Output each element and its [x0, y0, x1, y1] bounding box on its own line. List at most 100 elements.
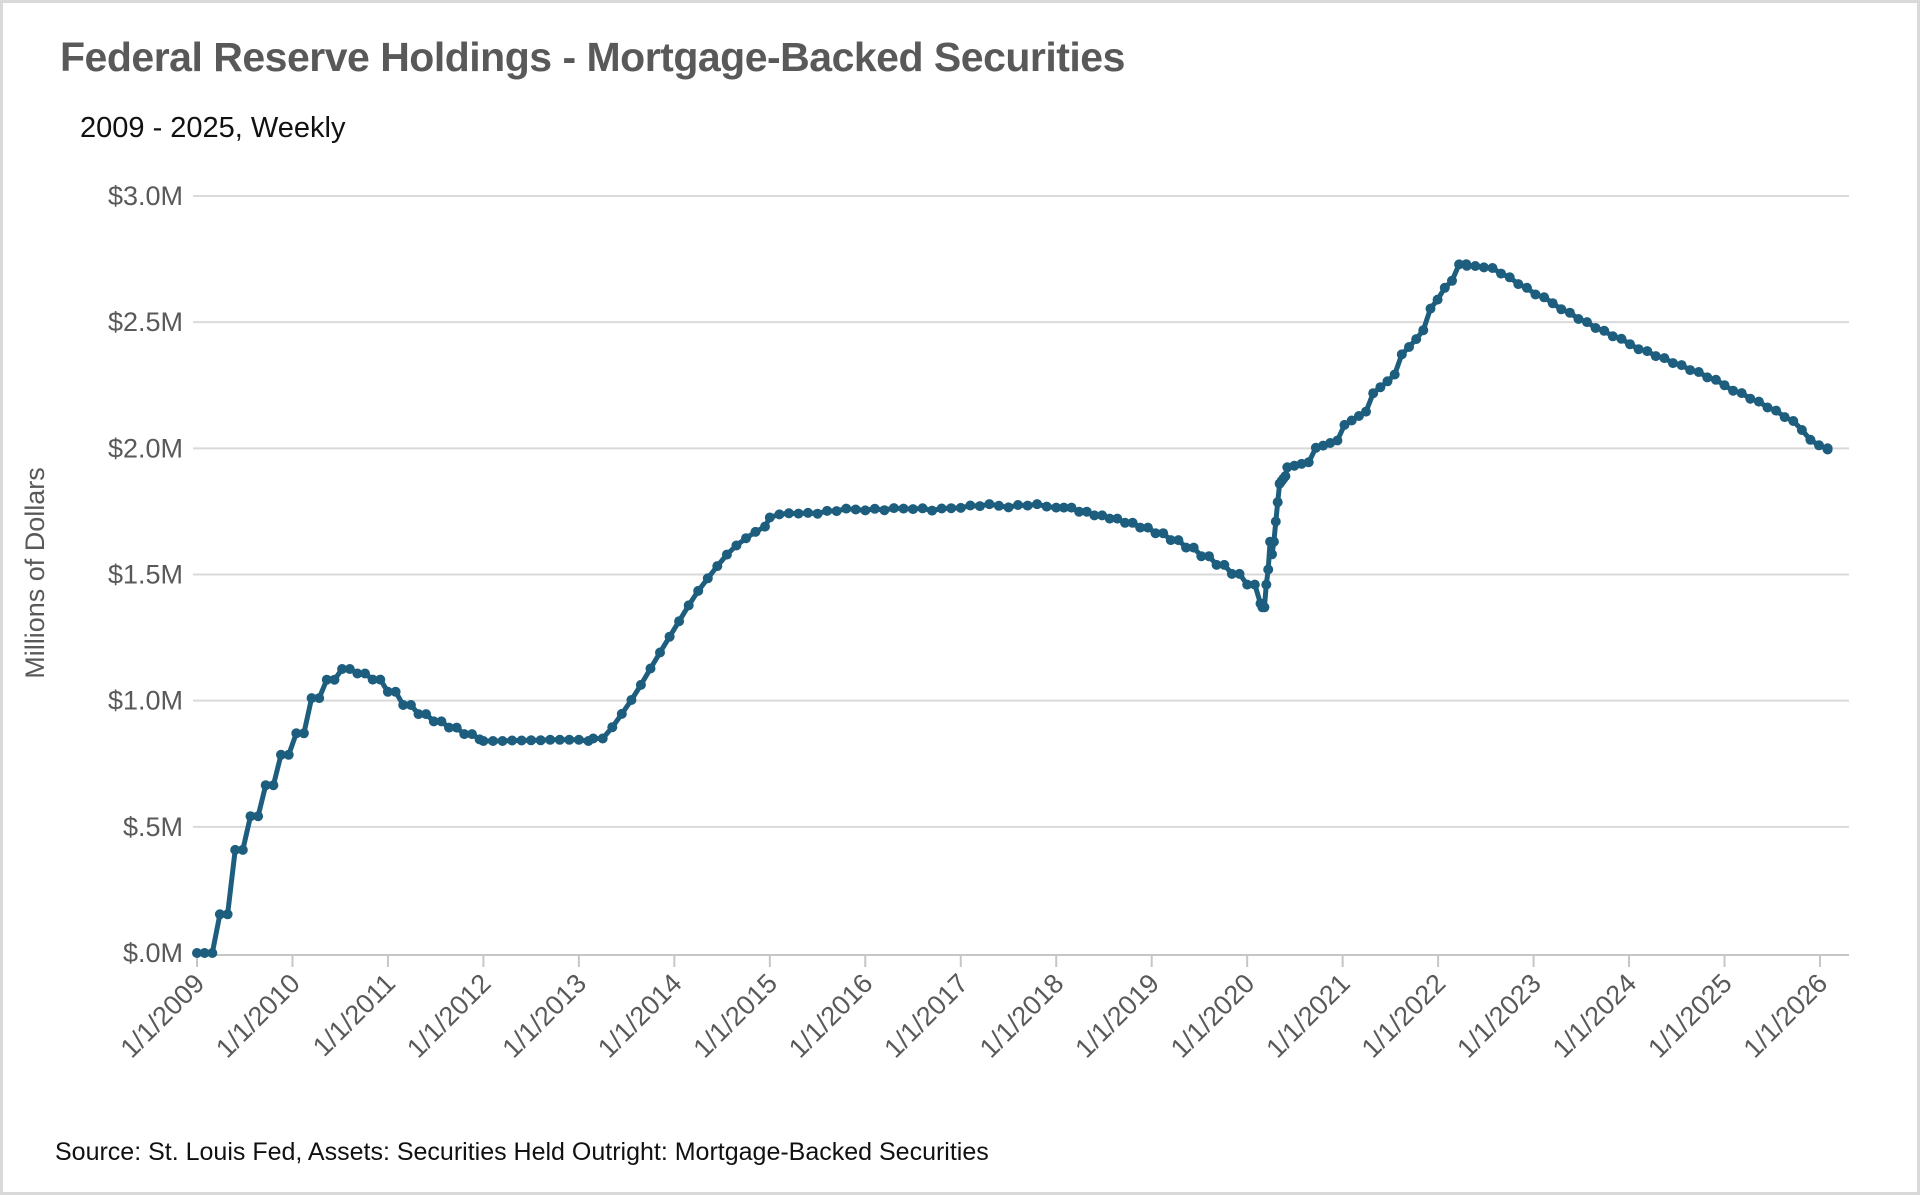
- data-series: [192, 259, 1833, 958]
- data-point-marker: [390, 686, 401, 697]
- data-point-marker: [1165, 535, 1176, 546]
- data-point-marker: [712, 561, 723, 572]
- data-point-marker: [467, 729, 477, 740]
- data-point-marker: [750, 526, 761, 537]
- data-point-marker: [1745, 393, 1756, 404]
- data-point-marker: [245, 811, 256, 822]
- data-point-marker: [1396, 349, 1407, 360]
- data-point-marker: [1454, 259, 1465, 270]
- data-point-marker: [382, 686, 393, 697]
- data-point-marker: [1173, 535, 1184, 546]
- data-point-marker: [616, 708, 627, 719]
- x-tick-label: 1/1/2015: [688, 968, 784, 1064]
- data-point-marker: [1616, 333, 1627, 344]
- data-point-marker: [337, 664, 348, 674]
- data-point-marker: [984, 499, 995, 510]
- data-point-marker: [760, 521, 770, 532]
- data-point-marker: [413, 709, 424, 720]
- data-point-marker: [1104, 513, 1115, 524]
- data-point-marker: [1196, 551, 1207, 562]
- data-point-marker: [428, 716, 439, 727]
- data-point-marker: [1590, 323, 1601, 333]
- data-point-marker: [1268, 536, 1279, 547]
- data-point-marker: [1710, 374, 1721, 385]
- data-point-marker: [1496, 268, 1507, 279]
- data-point-marker: [1234, 568, 1245, 579]
- data-point-marker: [1003, 502, 1014, 513]
- data-point-marker: [1771, 405, 1782, 416]
- x-tick-label: 1/1/2021: [1260, 968, 1356, 1064]
- data-point-marker: [783, 508, 794, 519]
- data-point-marker: [352, 668, 363, 679]
- data-point-marker: [1814, 440, 1824, 451]
- data-point-marker: [993, 500, 1004, 511]
- data-point-marker: [1796, 425, 1807, 435]
- data-point-marker: [1142, 522, 1153, 533]
- data-point-marker: [1204, 551, 1214, 562]
- data-point-marker: [693, 585, 704, 596]
- x-tick-label: 1/1/2009: [115, 968, 211, 1064]
- data-point-marker: [1120, 517, 1130, 528]
- data-point-marker: [774, 509, 785, 520]
- data-point-marker: [1659, 353, 1670, 364]
- data-point-marker: [1181, 542, 1192, 553]
- data-point-marker: [1051, 502, 1062, 513]
- data-point-marker: [1513, 279, 1524, 290]
- chart-subtitle: 2009 - 2025, Weekly: [80, 112, 346, 144]
- data-point-marker: [1280, 471, 1291, 482]
- data-point-marker: [516, 735, 527, 746]
- data-point-marker: [1564, 307, 1575, 318]
- data-point-marker: [741, 533, 751, 544]
- data-point-marker: [260, 780, 271, 791]
- data-point-marker: [192, 948, 202, 958]
- data-point-marker: [1259, 602, 1270, 613]
- data-point-marker: [888, 503, 899, 514]
- data-point-marker: [1249, 579, 1260, 590]
- data-point-marker: [1361, 406, 1371, 417]
- x-tick-label: 1/1/2018: [974, 968, 1070, 1064]
- x-tick-labels: 1/1/2009 1/1/2010 1/1/2011 1/1/2012 1/1/2013…: [115, 968, 1834, 1064]
- data-point-marker: [1702, 372, 1713, 383]
- data-point-marker: [1242, 579, 1253, 590]
- data-point-marker: [1642, 346, 1653, 357]
- data-point-marker: [1389, 369, 1400, 380]
- data-point-marker: [803, 507, 813, 518]
- data-point-marker: [607, 722, 618, 733]
- x-axis: [193, 954, 1849, 967]
- data-point-marker: [1719, 380, 1730, 391]
- data-point-marker: [1272, 497, 1283, 508]
- x-tick-label: 1/1/2022: [1356, 968, 1452, 1064]
- data-point-marker: [1521, 282, 1532, 293]
- data-point-marker: [1599, 325, 1610, 336]
- data-point-marker: [1368, 388, 1379, 399]
- chart-title: Federal Reserve Holdings - Mortgage-Back…: [60, 34, 1125, 80]
- data-point-marker: [898, 503, 909, 514]
- data-point-marker: [1693, 367, 1704, 377]
- data-point-marker: [1753, 396, 1764, 407]
- data-point-marker: [936, 503, 947, 514]
- data-point-marker: [1822, 443, 1833, 454]
- data-point-marker: [860, 505, 871, 516]
- data-point-marker: [588, 733, 599, 744]
- data-point-marker: [1041, 501, 1052, 512]
- data-point-marker: [974, 501, 985, 512]
- data-point-marker: [488, 736, 498, 746]
- data-point-marker: [1556, 304, 1567, 315]
- data-point-marker: [1439, 282, 1450, 293]
- y-tick-label: $3.0M: [108, 181, 183, 211]
- data-point-marker: [1530, 289, 1541, 300]
- data-point-marker: [526, 735, 537, 746]
- data-point-marker: [831, 506, 842, 517]
- data-point-marker: [268, 780, 279, 791]
- data-point-marker: [1267, 549, 1277, 560]
- data-point-marker: [1779, 412, 1790, 423]
- data-point-marker: [1432, 294, 1443, 305]
- data-point-marker: [1188, 542, 1199, 553]
- data-point-marker: [635, 679, 646, 690]
- data-point-marker: [1261, 579, 1272, 590]
- data-point-marker: [793, 508, 804, 519]
- data-point-marker: [1728, 385, 1739, 396]
- data-point-marker: [451, 722, 462, 733]
- data-point-marker: [214, 909, 225, 920]
- data-point-marker: [1685, 365, 1696, 376]
